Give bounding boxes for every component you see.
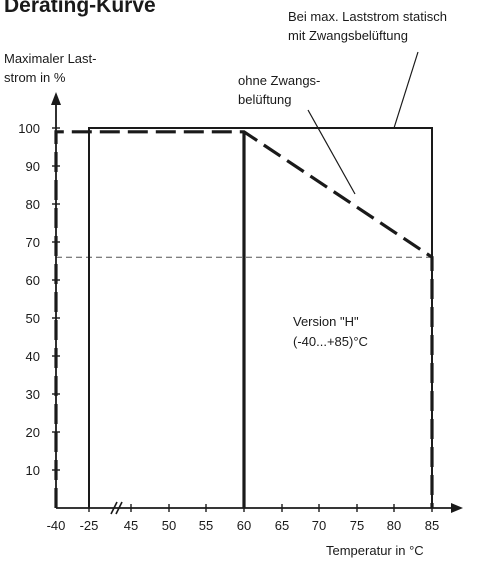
- annotation-forced-leader: [393, 51, 419, 129]
- x-tick-label-65: 65: [275, 518, 289, 533]
- x-axis-arrow: [451, 503, 463, 513]
- plot-area: 10 20 30 40 50 60 70 80 90 100 -40 -25 45 50 55 60 65 70 7…: [18, 51, 463, 533]
- y-tick-label-60: 60: [26, 273, 40, 288]
- annotation-forced-line-1: Bei max. Laststrom statisch: [288, 9, 447, 24]
- x-tick-label-50: 50: [162, 518, 176, 533]
- x-tick-label-55: 55: [199, 518, 213, 533]
- annotation-version-line-1: Version "H": [293, 314, 359, 329]
- axis-break-mark: [115, 501, 123, 515]
- y-tick-label-50: 50: [26, 311, 40, 326]
- x-tick-label--40: -40: [47, 518, 66, 533]
- axis-break-mark: [110, 501, 118, 515]
- annotation-natural-line-1: ohne Zwangs-: [238, 73, 320, 88]
- chart-title: Derating-Kurve: [4, 0, 156, 17]
- series-line-1: [88, 127, 433, 508]
- y-tick-label-40: 40: [26, 349, 40, 364]
- x-tick-label-45: 45: [124, 518, 138, 533]
- y-axis-arrow: [51, 92, 61, 105]
- y-tick-label-30: 30: [26, 387, 40, 402]
- x-tick-label-75: 75: [350, 518, 364, 533]
- annotation-natural-leader: [307, 109, 356, 195]
- x-tick-label-70: 70: [312, 518, 326, 533]
- annotation-forced-line-2: mit Zwangsbelüftung: [288, 28, 408, 43]
- y-tick-label-10: 10: [26, 463, 40, 478]
- annotation-version-line-2: (-40...+85)°C: [293, 334, 368, 349]
- y-tick-label-90: 90: [26, 159, 40, 174]
- y-tick-label-80: 80: [26, 197, 40, 212]
- y-tick-label-100: 100: [18, 121, 40, 136]
- x-tick-label-60: 60: [237, 518, 251, 533]
- y-tick-label-70: 70: [26, 235, 40, 250]
- y-axis-label-line-2: strom in %: [4, 70, 66, 85]
- x-tick-label-85: 85: [425, 518, 439, 533]
- y-axis-label-line-1: Maximaler Last-: [4, 51, 96, 66]
- x-axis-label: Temperatur in °C: [326, 543, 424, 558]
- annotation-natural-line-2: belüftung: [238, 92, 292, 107]
- x-tick-label--25: -25: [80, 518, 99, 533]
- x-tick-label-80: 80: [387, 518, 401, 533]
- y-tick-label-20: 20: [26, 425, 40, 440]
